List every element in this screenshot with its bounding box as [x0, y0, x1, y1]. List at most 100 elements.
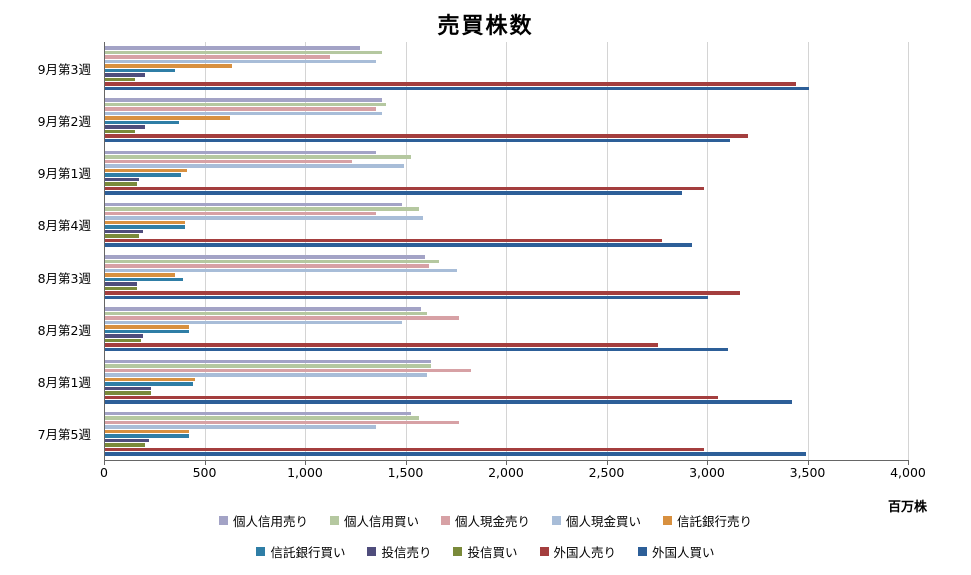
x-tick-label: 2,000 [488, 465, 524, 480]
gridline [305, 42, 306, 460]
plot-area [104, 42, 909, 465]
legend-item: 個人現金売り [440, 511, 530, 530]
legend-swatch-icon [440, 516, 450, 525]
bar [105, 259, 439, 264]
bar [105, 77, 136, 82]
bar [105, 168, 188, 173]
bar [105, 416, 419, 420]
x-tick-label: 3,500 [789, 465, 826, 480]
category-label: 9月第3週 [37, 61, 91, 77]
x-axis-tick-mark [606, 461, 608, 465]
bar [105, 216, 423, 220]
bar [105, 447, 704, 452]
bar [105, 282, 138, 286]
gridline [506, 42, 507, 460]
category-group [105, 251, 909, 303]
legend-label: 投信売り [381, 545, 432, 560]
bar [105, 368, 471, 373]
bar [105, 68, 176, 73]
legend-swatch-icon [367, 547, 377, 556]
bar [105, 64, 232, 68]
category-group [105, 303, 909, 355]
bar [105, 264, 429, 268]
legend-swatch-icon [552, 516, 561, 525]
bar [105, 329, 190, 334]
category-label: 7月第5週 [37, 427, 91, 443]
category-group [105, 94, 909, 146]
bar [105, 229, 144, 234]
bar [105, 391, 152, 395]
x-axis-tick-mark [908, 461, 909, 465]
gridline [204, 42, 206, 460]
bar [105, 111, 383, 116]
category-group [105, 42, 909, 94]
bar [105, 164, 405, 168]
legend-item: 個人信用買い [329, 511, 419, 530]
category-group [105, 199, 909, 251]
bar [105, 102, 387, 107]
bar [105, 202, 403, 207]
x-tick-label: 3,000 [689, 465, 725, 480]
legend-item: 信託銀行買い [256, 542, 345, 561]
x-axis-tick-mark [305, 461, 306, 465]
bar [105, 116, 230, 120]
x-tick-label: 2,500 [588, 465, 625, 480]
legend-swatch-icon [329, 516, 339, 525]
bar [105, 347, 729, 352]
x-axis-tick-mark [405, 461, 407, 465]
bar [105, 125, 146, 129]
bar [105, 334, 144, 338]
bar [105, 273, 176, 277]
category-group [105, 147, 909, 199]
category-label: 8月第3週 [37, 270, 91, 286]
legend-swatch-icon [638, 547, 648, 556]
x-axis-labels: 0 500 1,000 1,500 2,000 2,500 3,000 3,500 4,000 [100, 465, 926, 481]
legend-item: 外国人買い [638, 542, 715, 561]
legend-item: 信託銀行売り [663, 511, 752, 530]
bar [105, 443, 146, 447]
category-group [105, 356, 909, 408]
bar [105, 211, 377, 216]
bar [105, 207, 419, 211]
bar [105, 107, 377, 111]
x-tick-label: 500 [192, 465, 217, 480]
y-axis-labels: 9月第3週 9月第2週 9月第1週 8月第4週 8月第3週 8月第2週 8月第1週 7月第5週 [0, 42, 98, 460]
legend-label: 個人信用売り [232, 514, 308, 529]
legend-item: 個人現金買い [552, 511, 641, 530]
bar [105, 238, 662, 243]
x-tick-label: 1,000 [287, 465, 323, 480]
bar [105, 191, 682, 195]
bar [105, 382, 194, 386]
bar [105, 134, 749, 138]
legend-swatch-icon [539, 547, 549, 556]
bar [105, 411, 411, 416]
x-axis-tick-mark [807, 461, 809, 465]
gridline [606, 42, 608, 460]
legend-swatch-icon [453, 547, 463, 556]
bar [105, 159, 353, 164]
bar [105, 295, 708, 300]
category-label: 8月第2週 [37, 322, 91, 338]
legend-item: 投信買い [453, 542, 518, 561]
x-axis-tick-mark [707, 461, 708, 465]
axis-unit-label: 百万株 [887, 500, 927, 515]
bar [105, 429, 190, 434]
legend-label: 投信買い [467, 545, 518, 560]
gridline [405, 42, 407, 460]
bar [105, 291, 741, 295]
bar [105, 186, 704, 191]
bar [105, 86, 809, 91]
bar [105, 311, 427, 316]
category-label: 8月第1週 [37, 375, 91, 391]
bar [105, 325, 190, 329]
bar [105, 359, 431, 364]
bar [105, 395, 719, 400]
legend-item: 外国人売り [539, 542, 616, 561]
x-tick-label: 1,500 [387, 465, 424, 480]
bar [105, 343, 658, 347]
legend-label: 信託銀行買い [270, 545, 346, 560]
category-label: 9月第2週 [37, 113, 91, 129]
bar [105, 316, 459, 320]
bar [105, 55, 331, 59]
bar [105, 177, 140, 182]
